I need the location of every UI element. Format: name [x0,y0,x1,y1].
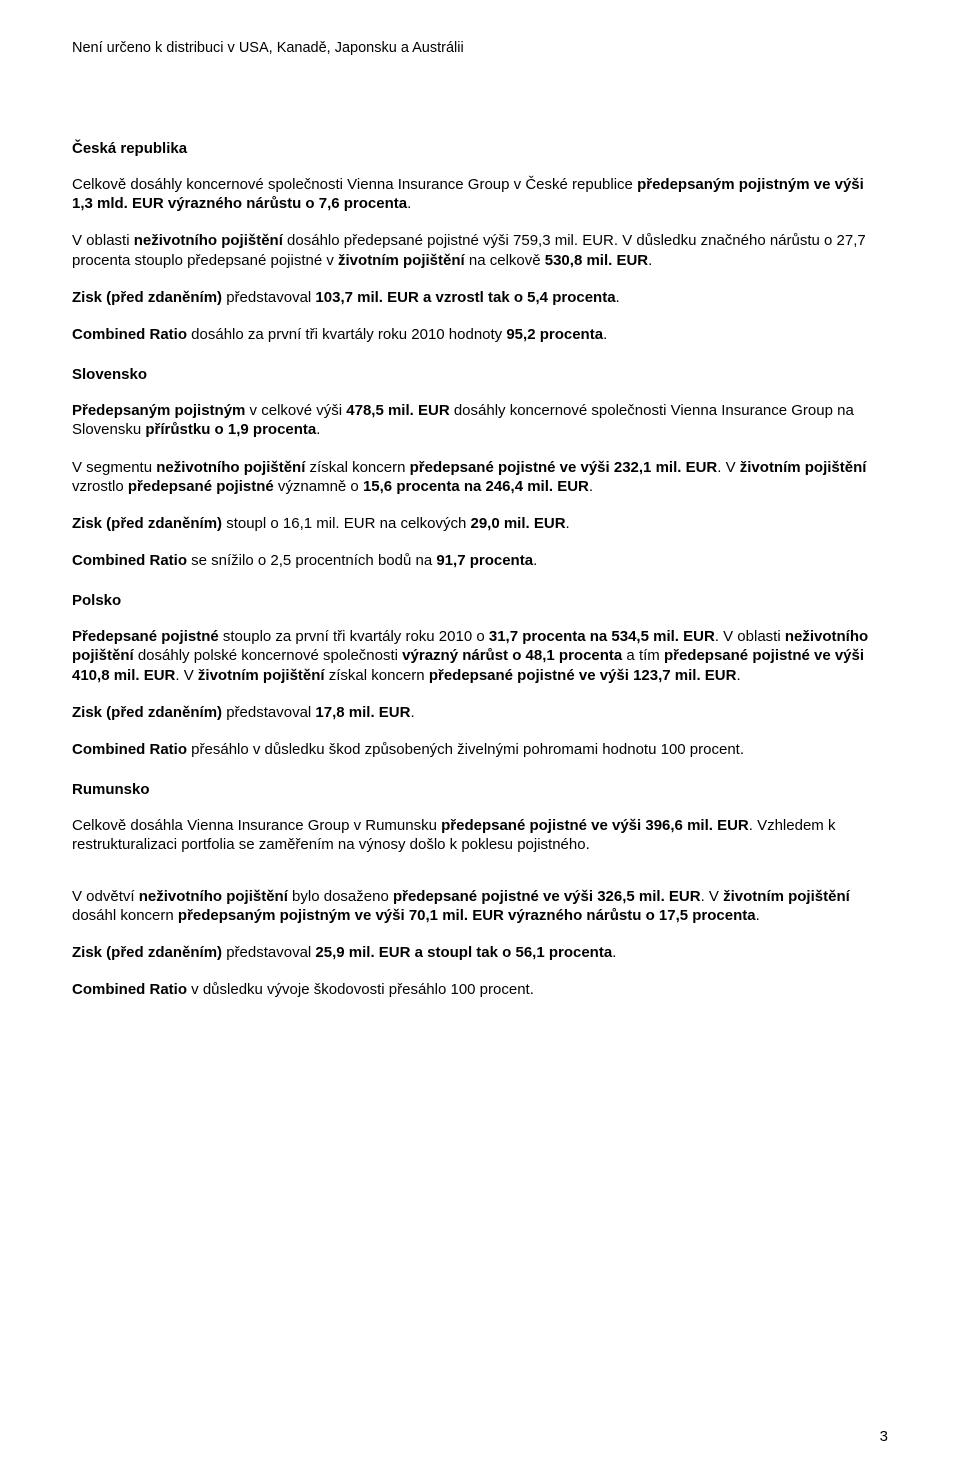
text: významně o [274,478,363,495]
text-bold: 530,8 mil. EUR [545,252,648,269]
text-bold: 17,8 mil. EUR [315,704,410,721]
text-bold: předepsané pojistné ve výši 396,6 mil. E… [441,817,749,834]
text-bold: 91,7 procenta [436,552,533,569]
paragraph: Zisk (před zdaněním) stoupl o 16,1 mil. … [72,514,888,533]
text-bold: předepsané pojistné [128,478,274,495]
text: . [756,907,760,924]
text-bold: neživotního pojištění [156,459,305,476]
paragraph: V odvětví neživotního pojištění bylo dos… [72,887,888,925]
text-bold: 478,5 mil. EUR [346,402,449,419]
text: Celkově dosáhla Vienna Insurance Group v… [72,817,441,834]
text: . [736,667,740,684]
header-disclaimer: Není určeno k distribuci v USA, Kanadě, … [72,40,888,56]
text-bold: 103,7 mil. EUR a vzrostl tak o 5,4 proce… [315,289,615,306]
text: stoupl o 16,1 mil. EUR na celkových [222,515,470,532]
text: V odvětví [72,888,139,905]
document-page: Není určeno k distribuci v USA, Kanadě, … [0,0,960,1483]
text: V segmentu [72,459,156,476]
text: v důsledku vývoje škodovosti přesáhlo 10… [187,981,534,998]
text-bold: Zisk (před zdaněním) [72,289,222,306]
text-bold: životním pojištění [723,888,850,905]
text: . [407,195,411,212]
text-bold: Combined Ratio [72,552,187,569]
text-bold: 95,2 procenta [506,326,603,343]
text: . V [717,459,740,476]
text-bold: Předepsané pojistné [72,628,219,645]
section-heading-sk: Slovensko [72,366,888,383]
text: získal koncern [325,667,429,684]
text: . [616,289,620,306]
text-bold: předepsané pojistné ve výši 123,7 mil. E… [429,667,737,684]
text: se snížilo o 2,5 procentních bodů na [187,552,436,569]
text: . V [701,888,724,905]
text: . [566,515,570,532]
text-bold: neživotního pojištění [139,888,288,905]
text: . [410,704,414,721]
text: a tím [622,647,664,664]
section-heading-cz: Česká republika [72,140,888,157]
text-bold: přírůstku o 1,9 procenta [145,421,316,438]
text: V oblasti [72,232,134,249]
text-bold: Předepsaným pojistným [72,402,245,419]
text: . [589,478,593,495]
text-bold: Zisk (před zdaněním) [72,704,222,721]
paragraph: V oblasti neživotního pojištění dosáhlo … [72,231,888,269]
text: vzrostlo [72,478,128,495]
text-bold: Combined Ratio [72,326,187,343]
paragraph: Zisk (před zdaněním) představoval 25,9 m… [72,943,888,962]
text: na celkově [465,252,545,269]
text: . [533,552,537,569]
paragraph: Celkově dosáhly koncernové společnosti V… [72,175,888,213]
text: představoval [222,944,315,961]
text: . [612,944,616,961]
text: . [316,421,320,438]
text-bold: Combined Ratio [72,981,187,998]
text: představoval [222,704,315,721]
text-bold: Zisk (před zdaněním) [72,515,222,532]
paragraph: Combined Ratio dosáhlo za první tři kvar… [72,325,888,344]
text: přesáhlo v důsledku škod způsobených živ… [187,741,744,758]
paragraph: Předepsaným pojistným v celkové výši 478… [72,401,888,439]
text-bold: předepsaným pojistným ve výši 70,1 mil. … [178,907,756,924]
paragraph: Zisk (před zdaněním) představoval 17,8 m… [72,703,888,722]
text-bold: 25,9 mil. EUR a stoupl tak o 56,1 procen… [315,944,612,961]
text: dosáhly polské koncernové společnosti [134,647,403,664]
text-bold: 31,7 procenta na 534,5 mil. EUR [489,628,715,645]
section-heading-pl: Polsko [72,592,888,609]
text: bylo dosaženo [288,888,393,905]
text: . [603,326,607,343]
text: představoval [222,289,315,306]
text: dosáhl koncern [72,907,178,924]
text-bold: výrazný nárůst o 48,1 procenta [402,647,622,664]
text-bold: Combined Ratio [72,741,187,758]
section-heading-ro: Rumunsko [72,781,888,798]
page-number: 3 [880,1428,888,1445]
text-bold: předepsané pojistné ve výši 232,1 mil. E… [410,459,718,476]
paragraph: Combined Ratio přesáhlo v důsledku škod … [72,740,888,759]
text-bold: předepsané pojistné ve výši 326,5 mil. E… [393,888,701,905]
text-bold: Zisk (před zdaněním) [72,944,222,961]
text: Celkově dosáhly koncernové společnosti V… [72,176,637,193]
text-bold: 15,6 procenta na 246,4 mil. EUR [363,478,589,495]
paragraph: Předepsané pojistné stouplo za první tři… [72,627,888,685]
paragraph: Celkově dosáhla Vienna Insurance Group v… [72,816,888,854]
paragraph: Combined Ratio v důsledku vývoje škodovo… [72,980,888,999]
text-bold: neživotního pojištění [134,232,283,249]
text: stouplo za první tři kvartály roku 2010 … [219,628,489,645]
text: dosáhlo za první tři kvartály roku 2010 … [187,326,506,343]
text-bold: životním pojištění [740,459,867,476]
text: . V [175,667,198,684]
text: . [648,252,652,269]
text-bold: životním pojištění [198,667,325,684]
text: v celkové výši [245,402,346,419]
text-bold: 29,0 mil. EUR [470,515,565,532]
text: . V oblasti [715,628,785,645]
paragraph: Combined Ratio se snížilo o 2,5 procentn… [72,551,888,570]
paragraph: Zisk (před zdaněním) představoval 103,7 … [72,288,888,307]
text-bold: životním pojištění [338,252,465,269]
paragraph: V segmentu neživotního pojištění získal … [72,458,888,496]
text: získal koncern [305,459,409,476]
